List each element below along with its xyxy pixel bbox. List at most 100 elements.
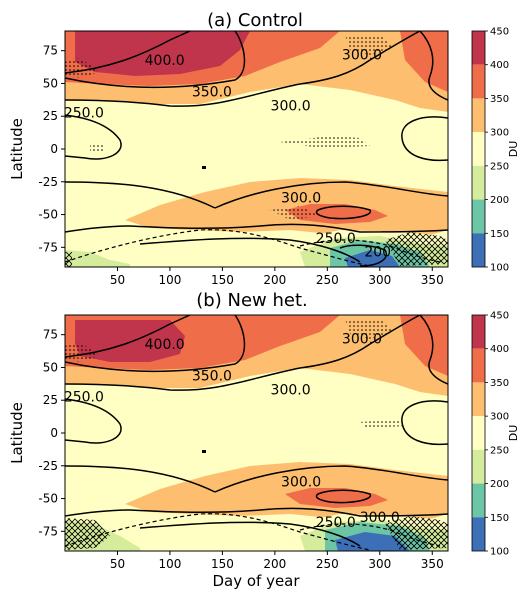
significance-dots <box>90 145 105 152</box>
colorbar-label: DU <box>507 425 520 442</box>
colorbar-tick-label: 350 <box>490 94 509 105</box>
significance-dots <box>65 342 100 362</box>
y-axis-label: Latitude <box>8 118 26 180</box>
x-tick-label: 200 <box>263 273 286 287</box>
x-axis-ticks: 50 100 150 200 250 300 350 <box>110 551 444 571</box>
contour-line <box>65 225 131 233</box>
y-tick-label: -50 <box>38 492 58 506</box>
field-350-400-northeast <box>400 315 448 376</box>
y-tick-label: 0 <box>50 426 58 440</box>
contour-dashed <box>65 513 371 551</box>
y-tick-label: 75 <box>43 328 58 342</box>
colorbar-tick-label: 400 <box>490 344 509 355</box>
panel-title: (a) Control <box>207 10 303 31</box>
colorbar-bin <box>472 132 485 166</box>
contour-label: 350.0 <box>192 84 232 100</box>
field-300-350-south <box>125 462 448 522</box>
panel-title: (b) New het. <box>196 290 307 311</box>
contour-label: 300.0 <box>271 99 311 115</box>
contour-line <box>401 116 448 162</box>
contour-label: 300.0 <box>281 191 321 207</box>
x-tick-label: 300 <box>368 273 391 287</box>
panel-new-het: (b) New het. <box>8 290 520 590</box>
field-green-sw <box>65 250 130 267</box>
contour-labels: 400.0 350.0 300.0 300.0 250.0 300.0 250.0 200 <box>64 48 391 261</box>
contour-line <box>339 244 387 267</box>
contour-label: 250.0 <box>64 105 104 121</box>
contour-dashed <box>65 229 371 267</box>
contour-line <box>65 31 191 74</box>
contour-line <box>139 237 361 263</box>
colorbar-tick-label: 400 <box>490 60 509 71</box>
colorbar-tick-label: 200 <box>490 195 509 206</box>
x-tick-label: 50 <box>110 273 125 287</box>
y-axis-ticks: 75 50 25 0 -25 -50 -75 <box>38 328 65 538</box>
y-tick-label: 50 <box>43 360 58 374</box>
y-tick-label: 50 <box>43 76 58 90</box>
x-tick-label: 300 <box>368 557 391 571</box>
field-350-400-northeast <box>400 31 448 92</box>
colorbar-tick-label: 150 <box>490 513 509 524</box>
colorbar-bin <box>472 199 485 234</box>
contour-label: 250.0 <box>316 231 356 247</box>
y-tick-label: 25 <box>43 393 58 407</box>
significance-dots <box>360 420 405 428</box>
contour-dashed <box>299 523 441 547</box>
contour-line <box>139 521 361 547</box>
field-400-450 <box>75 31 250 76</box>
x-tick-label: 350 <box>421 273 444 287</box>
x-tick-label: 200 <box>263 557 286 571</box>
y-tick-label: 75 <box>43 44 58 58</box>
significance-dots <box>65 58 100 78</box>
colorbar-bin <box>472 315 485 349</box>
colorbar-bin <box>472 348 485 383</box>
contour-label: 250.0 <box>316 515 356 531</box>
contour-line <box>419 31 448 101</box>
colorbar-bin <box>472 483 485 518</box>
y-axis-ticks: 75 50 25 0 -25 -50 -75 <box>38 44 65 254</box>
y-axis-label: Latitude <box>8 402 26 464</box>
colorbar-bin <box>472 233 485 267</box>
contour-line <box>129 507 448 517</box>
field-350-400-south <box>285 488 388 508</box>
contour-label: 350.0 <box>192 368 232 384</box>
colorbar-tick-label: 100 <box>490 547 509 558</box>
significance-dots <box>280 136 370 148</box>
colorbar: 450 400 350 300 250 200 150 100 DU <box>471 311 520 558</box>
contour-line <box>65 114 122 160</box>
y-tick-label: -75 <box>38 240 58 254</box>
x-tick-label: 350 <box>421 557 444 571</box>
colorbar-bin <box>472 449 485 484</box>
panel-control: (a) Control <box>8 10 520 287</box>
contour-line <box>214 465 448 493</box>
colorbar: 450 400 350 300 250 200 150 100 DU <box>471 27 520 274</box>
contour-dashed <box>299 239 441 263</box>
contour-label: 400.0 <box>145 337 185 353</box>
y-tick-label: -25 <box>38 175 58 189</box>
significance-dots <box>345 319 395 339</box>
colorbar-tick-label: 450 <box>490 27 509 38</box>
x-tick-label: 50 <box>110 557 125 571</box>
contour-line <box>65 181 216 209</box>
contour-label: 300.0 <box>281 475 321 491</box>
x-tick-label: 100 <box>158 273 181 287</box>
field-100-150-south <box>345 250 400 267</box>
y-tick-label: 25 <box>43 109 58 123</box>
x-tick-label: 150 <box>211 273 234 287</box>
field-350-400-south <box>285 204 388 224</box>
contour-line <box>65 465 216 493</box>
y-tick-label: -25 <box>38 459 58 473</box>
x-tick-label: 250 <box>316 557 339 571</box>
contour-label: 300.0 <box>342 48 382 64</box>
x-tick-label: 150 <box>211 557 234 571</box>
contour-line <box>214 181 448 209</box>
contour-label: 250.0 <box>64 389 104 405</box>
colorbar-tick-label: 150 <box>490 229 509 240</box>
contour-line <box>65 315 191 358</box>
contour-label: 300.0 <box>360 510 400 526</box>
colorbar-bin <box>472 98 485 133</box>
significance-dots <box>345 35 395 55</box>
significance-hatch <box>385 232 448 266</box>
x-tick-label: 100 <box>158 557 181 571</box>
